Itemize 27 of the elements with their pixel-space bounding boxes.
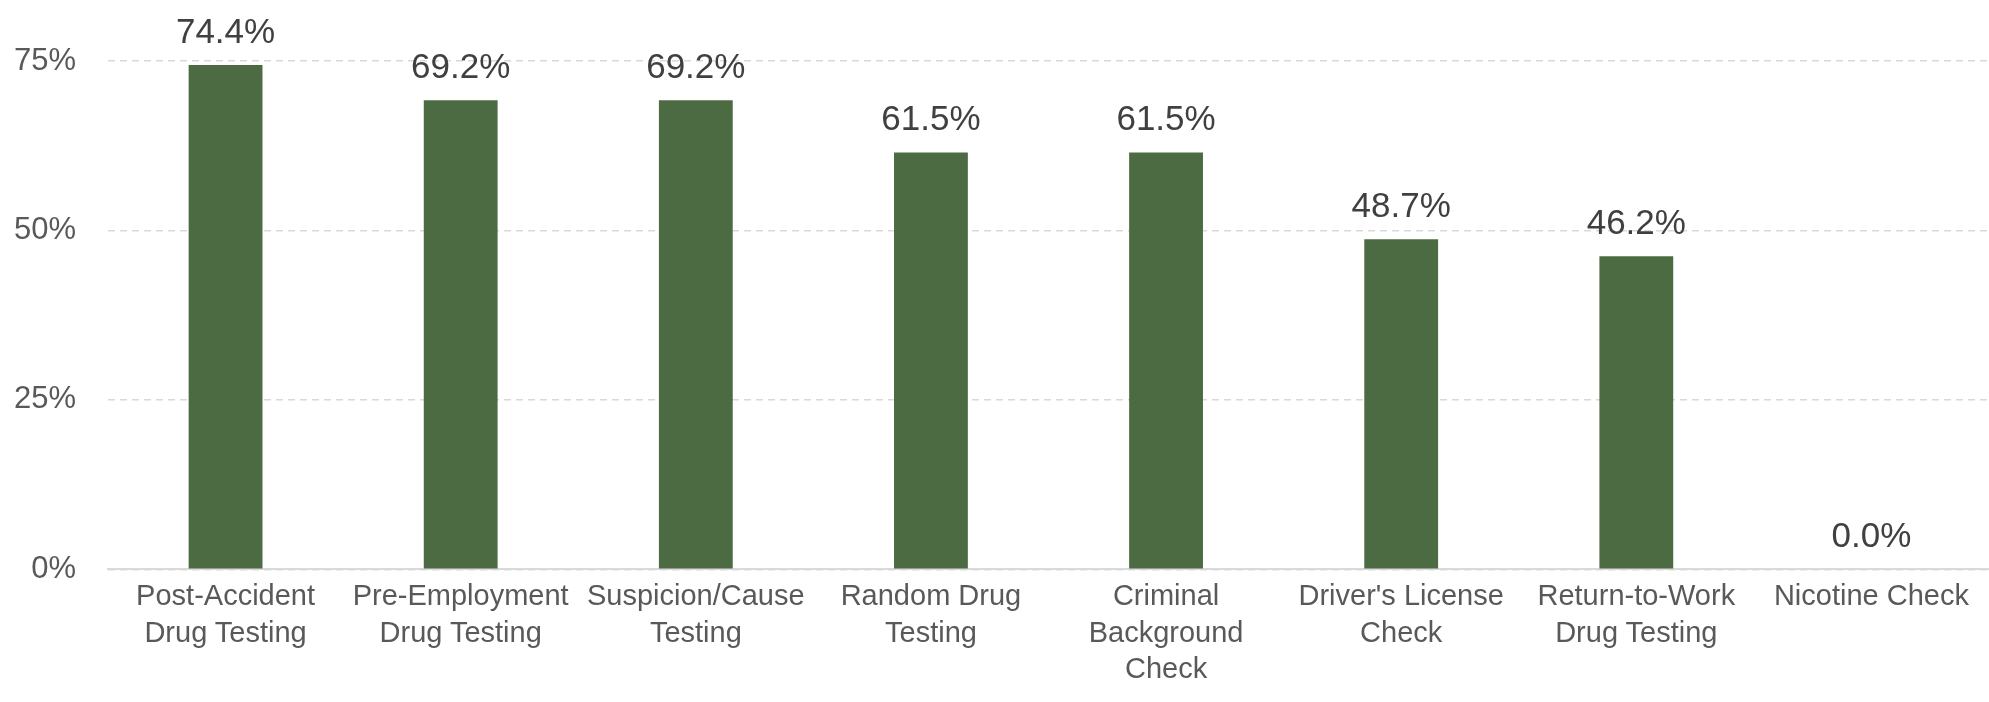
x-tick-label: Return-to-Work Drug Testing xyxy=(1537,579,1736,648)
bar xyxy=(658,100,733,569)
x-tick-label: Driver's License Check xyxy=(1298,579,1504,648)
x-tick-label: Pre-Employment Drug Testing xyxy=(352,579,569,648)
bar xyxy=(423,100,498,569)
data-label: 69.2% xyxy=(411,46,511,86)
y-tick-label: 0% xyxy=(31,549,76,585)
y-tick-label: 75% xyxy=(13,41,76,77)
x-tick-label: Nicotine Check xyxy=(1773,579,1970,612)
data-label: 69.2% xyxy=(646,46,746,86)
x-tick-label: Random Drug Testing xyxy=(840,579,1022,648)
data-label: 61.5% xyxy=(881,98,981,138)
y-tick-label: 25% xyxy=(13,380,76,416)
data-label: 46.2% xyxy=(1586,202,1686,242)
bar xyxy=(1599,256,1674,569)
x-tick-label: Suspicion/Cause Testing xyxy=(586,579,805,648)
bar xyxy=(188,65,263,569)
data-label: 48.7% xyxy=(1351,185,1451,225)
x-tick-label: Criminal Background Check xyxy=(1088,579,1244,684)
data-label: 61.5% xyxy=(1116,98,1216,138)
x-tick-label: Post-Accident Drug Testing xyxy=(136,579,316,648)
data-label: 74.4% xyxy=(175,11,276,51)
y-tick-label: 50% xyxy=(13,210,76,246)
bar xyxy=(1129,152,1203,569)
data-label: 0.0% xyxy=(1831,515,1912,555)
bar xyxy=(1364,239,1439,569)
bar xyxy=(894,152,968,569)
